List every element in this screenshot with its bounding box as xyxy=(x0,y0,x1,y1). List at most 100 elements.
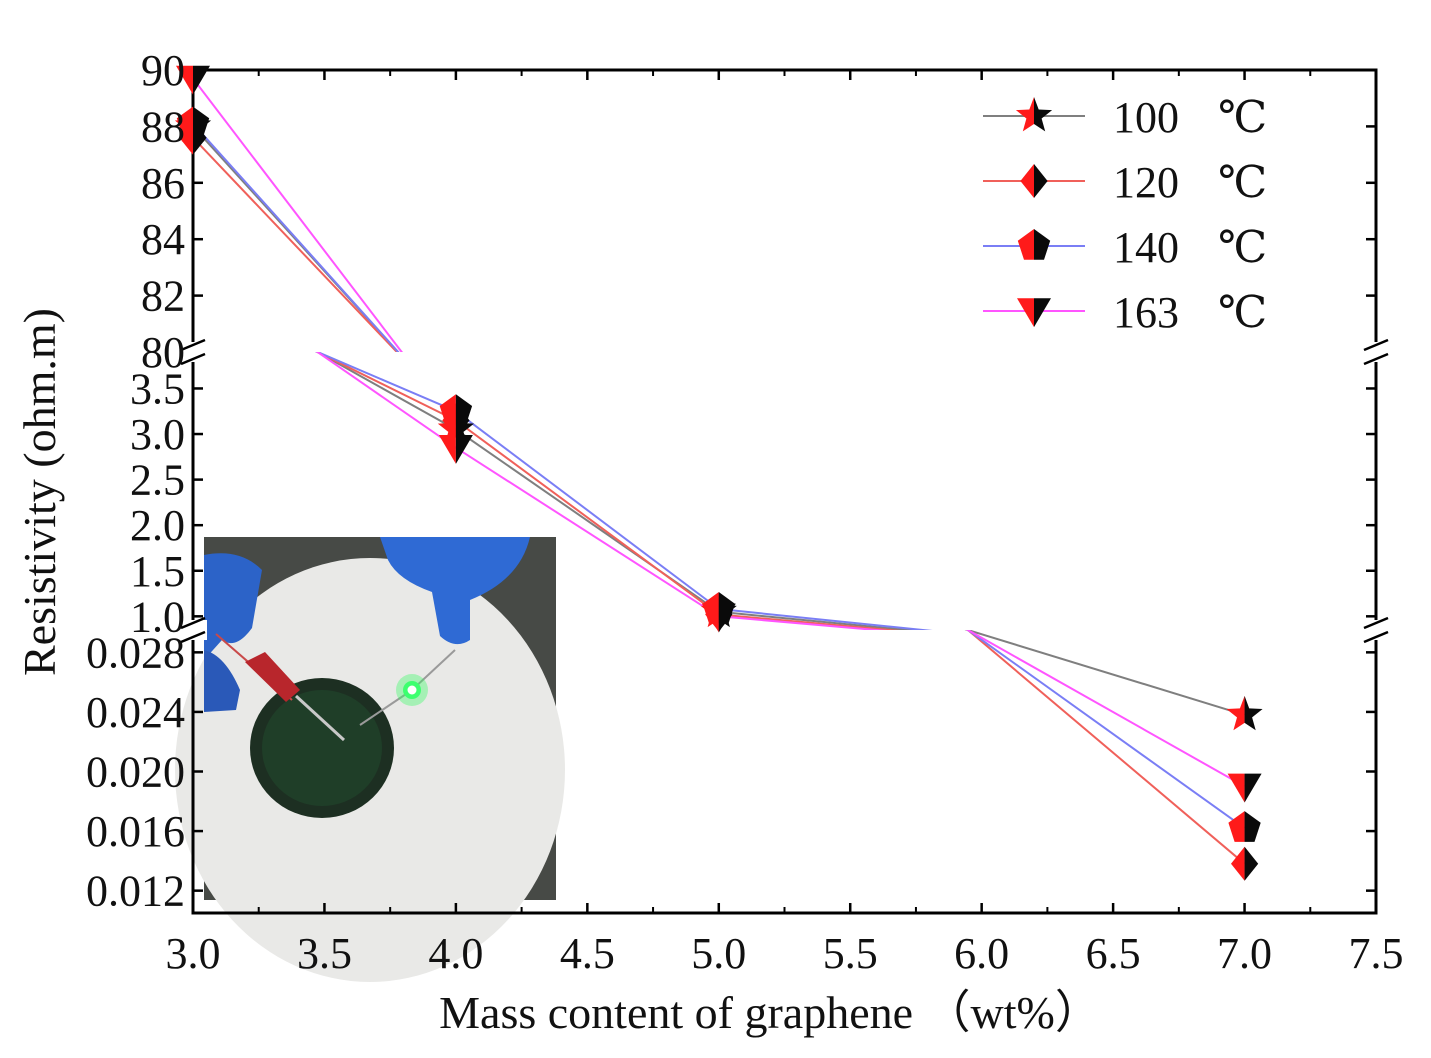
legend-marker-star xyxy=(1015,97,1053,132)
data-point-pentagon-right-half xyxy=(1244,811,1261,842)
data-point-pentagon-left-half xyxy=(439,394,456,425)
data-point-triangle-down-right-half xyxy=(455,435,473,464)
legend-marker-diamond xyxy=(1020,164,1048,198)
y-tick-label: 3.5 xyxy=(130,364,185,413)
right-glove xyxy=(380,537,530,645)
data-point-triangle-down-left-half xyxy=(438,435,456,464)
data-point-triangle-down-left-half xyxy=(701,603,719,633)
y-tick-label: 88 xyxy=(141,102,185,151)
y-tick-label: 0.016 xyxy=(86,807,185,856)
series-line-3 xyxy=(315,352,457,413)
legend-label-unit: ℃ xyxy=(1218,93,1267,142)
left-glove-lower xyxy=(204,650,240,712)
series-line-4 xyxy=(965,630,1246,788)
legend: 100 ℃ 120 ℃ 140 ℃ 163 ℃ xyxy=(983,93,1267,337)
x-tick-label: 7.5 xyxy=(1349,929,1404,978)
y-tick-label: 1.5 xyxy=(130,547,185,596)
data-point-pentagon xyxy=(439,394,473,425)
y-tick-label: 0.020 xyxy=(86,748,185,797)
series-line-4 xyxy=(315,352,457,449)
series-line-3 xyxy=(718,608,933,630)
data-point-triangle-down-right-half xyxy=(1244,773,1262,803)
legend-label-unit: ℃ xyxy=(1218,158,1267,207)
tick-labels: 3.0 3.5 4.0 4.5 5.0 5.5 6.0 6.5 7.0 7.58082848688… xyxy=(86,46,1404,978)
y-tick-label: 0.012 xyxy=(86,867,185,916)
inset-photo xyxy=(175,537,565,982)
legend-marker-diamond-right-half xyxy=(1034,164,1048,198)
legend-marker-pentagon-left-half xyxy=(1017,229,1034,260)
x-tick-label: 6.5 xyxy=(1086,929,1141,978)
data-point-star-right-half xyxy=(1244,695,1263,731)
data-point-pentagon-right-half xyxy=(193,106,210,138)
data-point-triangle-down xyxy=(1227,773,1262,803)
legend-label-value: 120 xyxy=(1113,158,1179,207)
axis-break-mark xyxy=(1363,352,1389,366)
x-tick-label: 5.5 xyxy=(823,929,878,978)
legend-marker-triangle-down-left-half xyxy=(1017,298,1034,328)
axes xyxy=(179,68,1390,915)
data-point-triangle-down-right-half xyxy=(193,65,210,95)
data-point-triangle-down-left-half xyxy=(176,65,193,95)
series-lines xyxy=(193,77,1246,865)
y-tick-label: 80 xyxy=(141,328,185,377)
axis-break-mark xyxy=(180,352,206,366)
y-tick-label: 86 xyxy=(141,159,185,208)
axis-break-mark xyxy=(180,616,206,630)
x-tick-label: 4.5 xyxy=(560,929,615,978)
y-tick-label: 82 xyxy=(141,272,185,321)
data-point-pentagon xyxy=(176,106,210,138)
data-point-pentagon-left-half xyxy=(176,106,193,138)
series-line-4 xyxy=(718,615,888,630)
data-point-triangle-down-right-half xyxy=(718,603,736,633)
series-line-3 xyxy=(455,410,720,610)
data-point-diamond xyxy=(1231,846,1259,881)
y-tick-label: 90 xyxy=(141,46,185,95)
y-tick-label: 0.028 xyxy=(86,628,185,677)
data-point-pentagon-left-half xyxy=(1228,811,1245,842)
axis-break-mark xyxy=(180,630,206,644)
y-axis-title: Resistivity (ohm.m) xyxy=(14,308,65,676)
data-point-diamond-right-half xyxy=(1244,846,1259,881)
series-line-1 xyxy=(964,630,1245,716)
legend-item-4: 163 ℃ xyxy=(983,288,1267,337)
led-core xyxy=(407,685,417,695)
x-tick-label: 3.0 xyxy=(166,929,221,978)
legend-marker-diamond-left-half xyxy=(1020,164,1034,198)
series-line-3 xyxy=(966,630,1246,829)
led-wire-2 xyxy=(411,649,456,691)
legend-label-unit: ℃ xyxy=(1218,288,1267,337)
data-point-star xyxy=(1226,695,1263,731)
legend-label-value: 100 xyxy=(1113,93,1179,142)
legend-marker-star-left-half xyxy=(1015,97,1034,132)
legend-marker-star-right-half xyxy=(1034,97,1053,132)
series-line-2 xyxy=(718,613,901,630)
data-point-triangle-down xyxy=(701,603,736,633)
y-tick-label: 3.0 xyxy=(130,410,185,459)
x-tick-label: 6.0 xyxy=(954,929,1009,978)
ring-hole-glow xyxy=(262,690,382,806)
legend-item-3: 140 ℃ xyxy=(983,223,1267,272)
left-glove xyxy=(204,553,262,660)
legend-marker-triangle-down-right-half xyxy=(1034,298,1051,328)
legend-marker-triangle-down xyxy=(1017,298,1051,328)
series-line-4 xyxy=(193,77,403,352)
data-point-pentagon xyxy=(1228,811,1261,842)
legend-marker-pentagon-right-half xyxy=(1034,229,1051,260)
series-line-3 xyxy=(193,122,400,352)
data-point-diamond-left-half xyxy=(1231,846,1245,881)
axis-break-mark xyxy=(1363,630,1389,644)
x-tick-label: 4.0 xyxy=(428,929,483,978)
legend-item-1: 100 ℃ xyxy=(983,93,1267,142)
data-point-triangle-down xyxy=(438,435,473,464)
y-tick-label: 2.0 xyxy=(130,501,185,550)
y-tick-label: 0.024 xyxy=(86,688,185,737)
probe-tip xyxy=(294,694,346,742)
data-point-pentagon-right-half xyxy=(455,394,473,425)
markers xyxy=(174,65,1263,881)
x-axis-title: Mass content of graphene （wt%） xyxy=(439,987,1101,1038)
y-tick-label: 1.0 xyxy=(130,592,185,641)
data-point-triangle-down xyxy=(176,65,210,95)
data-point-star-left-half xyxy=(1226,696,1245,731)
